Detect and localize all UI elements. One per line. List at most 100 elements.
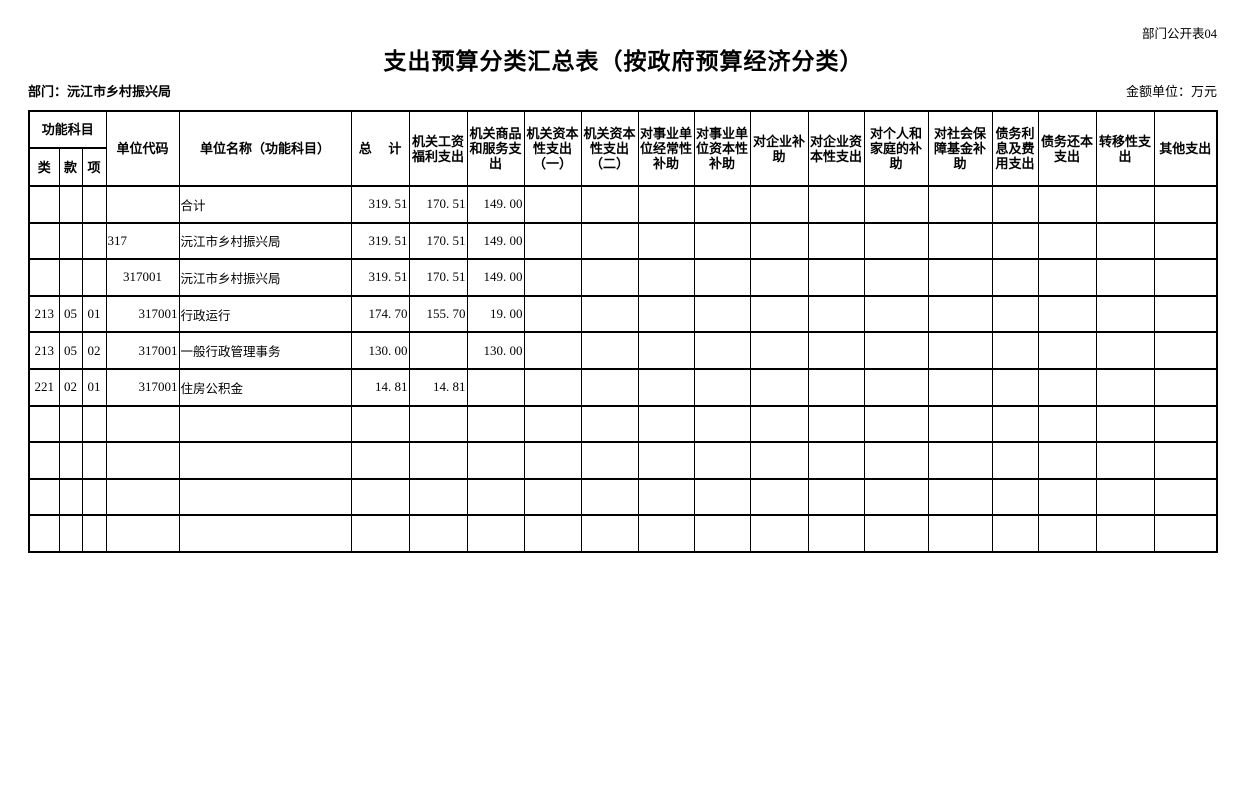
cell-amount: 149. 00 bbox=[466, 258, 525, 297]
cell-amount bbox=[863, 404, 929, 444]
cell-amount bbox=[1037, 185, 1097, 224]
cell-unit-code: 317001 bbox=[105, 258, 180, 297]
cell-amount bbox=[466, 441, 525, 480]
cell-amount: 170. 51 bbox=[408, 258, 468, 297]
cell-item: 02 bbox=[81, 331, 107, 370]
cell-amount bbox=[991, 441, 1039, 480]
cell-amount bbox=[927, 258, 993, 297]
cell-amount: 319. 51 bbox=[350, 258, 410, 297]
cell-amount bbox=[863, 514, 929, 553]
table-row: 213 05 02 317001 一般行政管理事务 130. 00 130. 00 bbox=[28, 331, 1218, 370]
cell-amount bbox=[1037, 477, 1097, 517]
cell-amount bbox=[1153, 294, 1218, 334]
header-category-enterprise-subsidy: 对企业补助 bbox=[749, 110, 809, 187]
meta-line: 部门：沅江市乡村振兴局 金额单位：万元 bbox=[28, 81, 1217, 99]
cell-amount bbox=[523, 331, 582, 370]
cell-amount bbox=[991, 514, 1039, 553]
cell-section bbox=[58, 441, 83, 480]
cell-amount bbox=[807, 331, 865, 370]
header-unit-name: 单位名称（功能科目） bbox=[178, 110, 352, 187]
cell-amount bbox=[693, 294, 751, 334]
cell-amount bbox=[350, 477, 410, 517]
cell-amount: 14. 81 bbox=[350, 367, 410, 407]
cell-amount bbox=[927, 441, 993, 480]
cell-amount bbox=[1095, 294, 1155, 334]
header-category-goods-services: 机关商品和服务支出 bbox=[466, 110, 525, 187]
cell-amount bbox=[466, 514, 525, 553]
cell-amount bbox=[1153, 331, 1218, 370]
cell-amount bbox=[1037, 404, 1097, 444]
cell-amount bbox=[863, 185, 929, 224]
header-category-institution-recurrent: 对事业单位经常性补助 bbox=[637, 110, 695, 187]
cell-amount bbox=[408, 441, 468, 480]
cell-unit-name: 合计 bbox=[178, 185, 352, 224]
cell-amount bbox=[408, 331, 468, 370]
cell-amount: 319. 51 bbox=[350, 185, 410, 224]
cell-unit-code: 317001 bbox=[105, 331, 180, 370]
cell-amount bbox=[863, 294, 929, 334]
cell-amount bbox=[807, 221, 865, 261]
cell-amount bbox=[991, 258, 1039, 297]
cell-amount bbox=[350, 404, 410, 444]
doc-type-label: 部门公开表04 bbox=[1141, 27, 1217, 41]
cell-unit-code: 317 bbox=[105, 221, 180, 261]
cell-amount bbox=[523, 441, 582, 480]
cell-unit-name bbox=[178, 404, 352, 444]
cell-amount bbox=[991, 477, 1039, 517]
cell-section: 05 bbox=[58, 294, 83, 334]
cell-amount bbox=[408, 404, 468, 444]
cell-amount bbox=[1095, 367, 1155, 407]
cell-unit-code: 317001 bbox=[105, 367, 180, 407]
cell-class: 221 bbox=[28, 367, 60, 407]
cell-amount bbox=[1153, 221, 1218, 261]
cell-amount bbox=[1037, 441, 1097, 480]
department-label: 部门：沅江市乡村振兴局 bbox=[28, 84, 172, 99]
header-category-individual-family: 对个人和家庭的补助 bbox=[863, 110, 929, 187]
cell-amount bbox=[637, 331, 695, 370]
cell-amount bbox=[1153, 185, 1218, 224]
cell-amount bbox=[637, 294, 695, 334]
cell-item: 01 bbox=[81, 294, 107, 334]
cell-amount bbox=[693, 367, 751, 407]
cell-amount bbox=[1095, 404, 1155, 444]
cell-class bbox=[28, 221, 60, 261]
cell-amount bbox=[693, 185, 751, 224]
cell-amount bbox=[637, 367, 695, 407]
cell-amount bbox=[927, 477, 993, 517]
cell-amount bbox=[807, 258, 865, 297]
cell-amount bbox=[1037, 331, 1097, 370]
cell-amount bbox=[749, 185, 809, 224]
cell-section bbox=[58, 185, 83, 224]
cell-amount bbox=[863, 441, 929, 480]
cell-amount bbox=[693, 514, 751, 553]
cell-amount bbox=[927, 221, 993, 261]
cell-amount: 170. 51 bbox=[408, 221, 468, 261]
cell-unit-name: 行政运行 bbox=[178, 294, 352, 334]
cell-amount bbox=[991, 221, 1039, 261]
cell-amount bbox=[991, 331, 1039, 370]
header-item: 项 bbox=[81, 147, 107, 187]
budget-table: 功能科目 单位代码 单位名称（功能科目） 总 计 机关工资福利支出 机关商品和服… bbox=[28, 110, 1219, 553]
cell-amount bbox=[1037, 221, 1097, 261]
cell-amount bbox=[523, 477, 582, 517]
cell-amount bbox=[1153, 514, 1218, 553]
header-category-transfer: 转移性支出 bbox=[1095, 110, 1155, 187]
cell-amount bbox=[523, 258, 582, 297]
cell-amount bbox=[523, 185, 582, 224]
cell-section bbox=[58, 514, 83, 553]
cell-amount bbox=[863, 258, 929, 297]
cell-class bbox=[28, 185, 60, 224]
cell-item: 01 bbox=[81, 367, 107, 407]
cell-amount bbox=[1153, 404, 1218, 444]
cell-amount bbox=[927, 294, 993, 334]
cell-unit-code bbox=[105, 477, 180, 517]
cell-class: 213 bbox=[28, 331, 60, 370]
cell-amount bbox=[863, 221, 929, 261]
cell-amount bbox=[749, 331, 809, 370]
cell-amount bbox=[350, 441, 410, 480]
cell-amount bbox=[580, 367, 639, 407]
cell-amount bbox=[693, 477, 751, 517]
header-category-enterprise-capital: 对企业资本性支出 bbox=[807, 110, 865, 187]
cell-amount: 19. 00 bbox=[466, 294, 525, 334]
